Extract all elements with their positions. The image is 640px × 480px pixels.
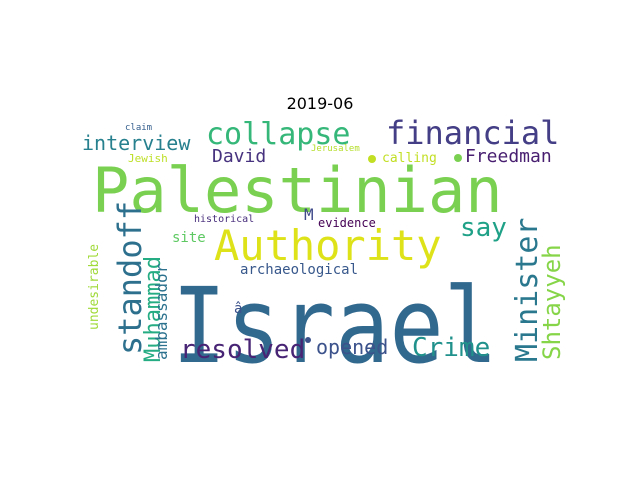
- word-site: site: [172, 230, 206, 246]
- word-minister: Minister: [510, 218, 545, 363]
- word-palestinian: Palestinian: [92, 154, 503, 227]
- word-calling: calling: [382, 151, 437, 166]
- word-opened: opened: [316, 335, 388, 359]
- word-authority: Authority: [214, 221, 442, 270]
- word-archaeological: archaeological: [240, 262, 358, 278]
- word-standoff: standoff: [111, 201, 149, 355]
- word-collapse: collapse: [206, 117, 351, 152]
- word-m: M: [304, 205, 314, 224]
- chart-title: 2019-06: [286, 94, 354, 113]
- word-undesirable: undesirable: [87, 244, 102, 330]
- word-muhammad: Muhammad: [141, 256, 166, 362]
- word-say: say: [460, 213, 507, 243]
- dot: [454, 154, 462, 162]
- word-interview: interview: [82, 131, 191, 155]
- word-freedman: Freedman: [465, 146, 552, 167]
- word-jerusalem: Jerusalem: [311, 144, 360, 154]
- word-ambassador: ambassador: [152, 263, 171, 360]
- word-jewish: Jewish: [128, 152, 168, 165]
- word-david: David: [212, 146, 266, 167]
- dot: [368, 155, 376, 163]
- word-evidence: evidence: [318, 216, 376, 230]
- word-financial: financial: [386, 114, 559, 152]
- word-: â: [234, 301, 242, 317]
- word-resolved: resolved: [180, 335, 305, 365]
- word-crime: Crime: [412, 333, 490, 363]
- word-shtayyeh: Shtayyeh: [538, 244, 566, 360]
- word-historical: historical: [194, 214, 254, 225]
- word-israel: Israel: [172, 265, 498, 387]
- word-claim: claim: [125, 123, 152, 133]
- dot: [305, 337, 311, 343]
